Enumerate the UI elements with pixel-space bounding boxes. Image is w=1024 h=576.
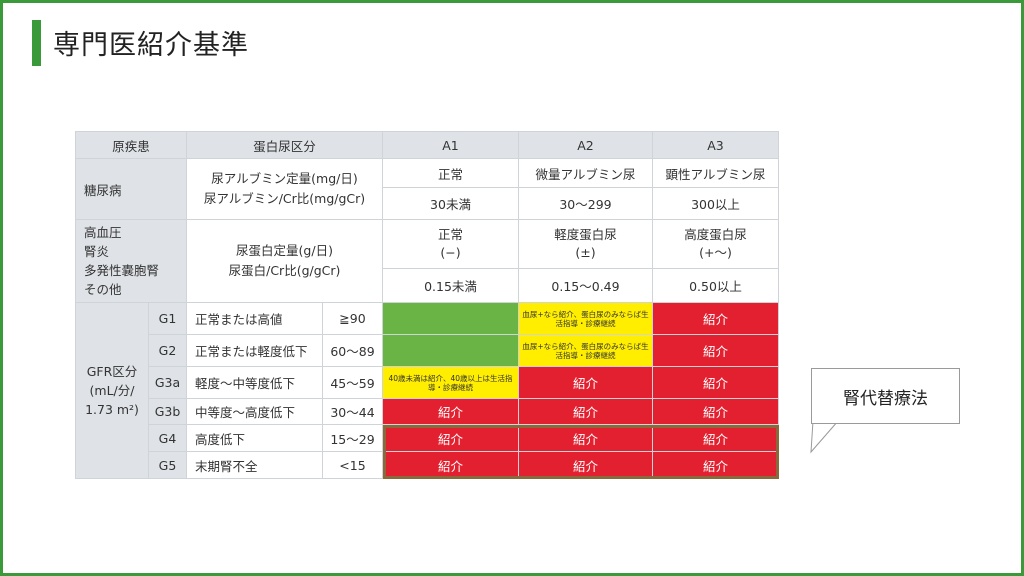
other-disease-line-1: 高血圧 (84, 225, 122, 240)
gfr-desc: 軽度〜中等度低下 (186, 366, 323, 399)
refer-g5-a1: 紹介 (382, 451, 519, 479)
gfr-label-3: 1.73 m²) (85, 402, 139, 417)
other-measure-1: 尿蛋白定量(g/日) (236, 243, 333, 258)
other-a2-name: 軽度蛋白尿 (±) (518, 219, 653, 269)
gfr-desc: 高度低下 (186, 424, 323, 452)
header-a2: A2 (518, 131, 653, 159)
callout-pointer (810, 420, 839, 454)
cell-g2-a1 (382, 334, 519, 367)
gfr-row-g3a: G3a 軽度〜中等度低下 45〜59 40歳未満は紹介、40歳以上は生活指導・診… (76, 366, 779, 399)
diabetes-a2-range: 30〜299 (518, 187, 653, 220)
refer-g4-a2: 紹介 (518, 424, 653, 452)
header-disease: 原疾患 (75, 131, 187, 159)
referral-criteria-table: 原疾患 蛋白尿区分 A1 A2 A3 糖尿病 尿アルブミン定量(mg/日) 尿ア… (75, 131, 779, 479)
other-a1-range: 0.15未満 (382, 268, 519, 303)
other-a1-symbol: (−) (440, 245, 461, 260)
diabetes-a3-range: 300以上 (652, 187, 779, 220)
header-row: 原疾患 蛋白尿区分 A1 A2 A3 (75, 131, 779, 159)
other-row-1: 高血圧 腎炎 多発性嚢胞腎 その他 尿蛋白定量(g/日) 尿蛋白/Cr比(g/g… (75, 219, 779, 303)
gfr-label-2: (mL/分/ (89, 383, 135, 398)
gfr-grade: G4 (148, 424, 187, 452)
refer-g5-a3: 紹介 (652, 451, 779, 479)
gfr-row-g2: G2 正常または軽度低下 60〜89 血尿+なら紹介、蛋白尿のみならば生活指導・… (76, 334, 779, 367)
gfr-range: <15 (322, 451, 383, 479)
gfr-grade: G3b (148, 398, 187, 425)
other-row-2: 0.15未満 0.15〜0.49 0.50以上 (76, 268, 779, 303)
gfr-row-g3b: G3b 中等度〜高度低下 30〜44 紹介 紹介 紹介 (76, 398, 779, 425)
other-a3-label: 高度蛋白尿 (684, 227, 747, 242)
refer-g5-a2: 紹介 (518, 451, 653, 479)
gfr-range: 30〜44 (322, 398, 383, 425)
gfr-desc: 正常または軽度低下 (186, 334, 323, 367)
header-a3: A3 (652, 131, 779, 159)
other-a3-range: 0.50以上 (652, 268, 779, 303)
diabetes-measure-2: 尿アルブミン/Cr比(mg/gCr) (203, 191, 366, 206)
cell-g1-a1 (382, 302, 519, 335)
other-disease-label: 高血圧 腎炎 多発性嚢胞腎 その他 (75, 219, 187, 303)
diabetes-measure: 尿アルブミン定量(mg/日) 尿アルブミン/Cr比(mg/gCr) (186, 158, 383, 220)
refer-g3a-a3: 紹介 (652, 366, 779, 399)
gfr-row-g4: G4 高度低下 15〜29 紹介 紹介 紹介 (76, 424, 779, 452)
refer-g3a-a2: 紹介 (518, 366, 653, 399)
slide-title: 専門医紹介基準 (53, 30, 249, 61)
gfr-row-g1: GFR区分 (mL/分/ 1.73 m²) G1 正常または高値 ≧90 血尿+… (75, 302, 779, 479)
header-proteinuria: 蛋白尿区分 (186, 131, 383, 159)
diabetes-a3-name: 顕性アルブミン尿 (652, 158, 779, 188)
other-a1-label: 正常 (437, 227, 463, 242)
gfr-range: 15〜29 (322, 424, 383, 452)
gfr-row-g5: G5 末期腎不全 <15 紹介 紹介 紹介 (76, 451, 779, 479)
other-a3-name: 高度蛋白尿 (+〜) (652, 219, 779, 269)
callout-text: 腎代替療法 (843, 388, 928, 409)
gfr-label-1: GFR区分 (86, 364, 138, 379)
other-a2-label: 軽度蛋白尿 (554, 227, 617, 242)
gfr-grade: G2 (148, 334, 187, 367)
gfr-grade: G1 (148, 302, 187, 335)
diabetes-row-1: 糖尿病 尿アルブミン定量(mg/日) 尿アルブミン/Cr比(mg/gCr) 正常… (75, 158, 779, 220)
gfr-desc: 末期腎不全 (186, 451, 323, 479)
diabetes-a1-range: 30未満 (382, 187, 519, 220)
other-measure: 尿蛋白定量(g/日) 尿蛋白/Cr比(g/gCr) (186, 219, 383, 303)
refer-g3b-a3: 紹介 (652, 398, 779, 425)
gfr-range: 60〜89 (322, 334, 383, 367)
gfr-range: 45〜59 (322, 366, 383, 399)
gfr-desc: 正常または高値 (186, 302, 323, 335)
refer-g4-a1: 紹介 (382, 424, 519, 452)
diabetes-label: 糖尿病 (75, 158, 187, 220)
note-g1-a2: 血尿+なら紹介、蛋白尿のみならば生活指導・診療継続 (518, 302, 653, 335)
refer-g4-a3: 紹介 (652, 424, 779, 452)
diabetes-row-2: 30未満 30〜299 300以上 (76, 187, 779, 220)
gfr-grade: G3a (148, 366, 187, 399)
other-a2-range: 0.15〜0.49 (518, 268, 653, 303)
other-a1-name: 正常 (−) (382, 219, 519, 269)
refer-g1-a3: 紹介 (652, 302, 779, 335)
title-accent-bar (32, 20, 41, 66)
gfr-desc: 中等度〜高度低下 (186, 398, 323, 425)
diabetes-a1-name: 正常 (382, 158, 519, 188)
gfr-label: GFR区分 (mL/分/ 1.73 m²) (75, 302, 149, 479)
refer-g2-a3: 紹介 (652, 334, 779, 367)
gfr-grade: G5 (148, 451, 187, 479)
header-a1: A1 (382, 131, 519, 159)
other-a2-symbol: (±) (575, 245, 596, 260)
note-g3a-a1: 40歳未満は紹介、40歳以上は生活指導・診療継続 (382, 366, 519, 399)
gfr-range: ≧90 (322, 302, 383, 335)
other-disease-line-3: 多発性嚢胞腎 (84, 263, 160, 278)
callout-box: 腎代替療法 (811, 368, 960, 424)
diabetes-measure-1: 尿アルブミン定量(mg/日) (211, 171, 358, 186)
refer-g3b-a1: 紹介 (382, 398, 519, 425)
other-disease-line-4: その他 (84, 282, 122, 297)
diabetes-a2-name: 微量アルブミン尿 (518, 158, 653, 188)
other-a3-symbol: (+〜) (699, 245, 732, 260)
note-g2-a2: 血尿+なら紹介、蛋白尿のみならば生活指導・診療継続 (518, 334, 653, 367)
refer-g3b-a2: 紹介 (518, 398, 653, 425)
other-disease-line-2: 腎炎 (84, 244, 110, 259)
other-measure-2: 尿蛋白/Cr比(g/gCr) (228, 263, 341, 278)
